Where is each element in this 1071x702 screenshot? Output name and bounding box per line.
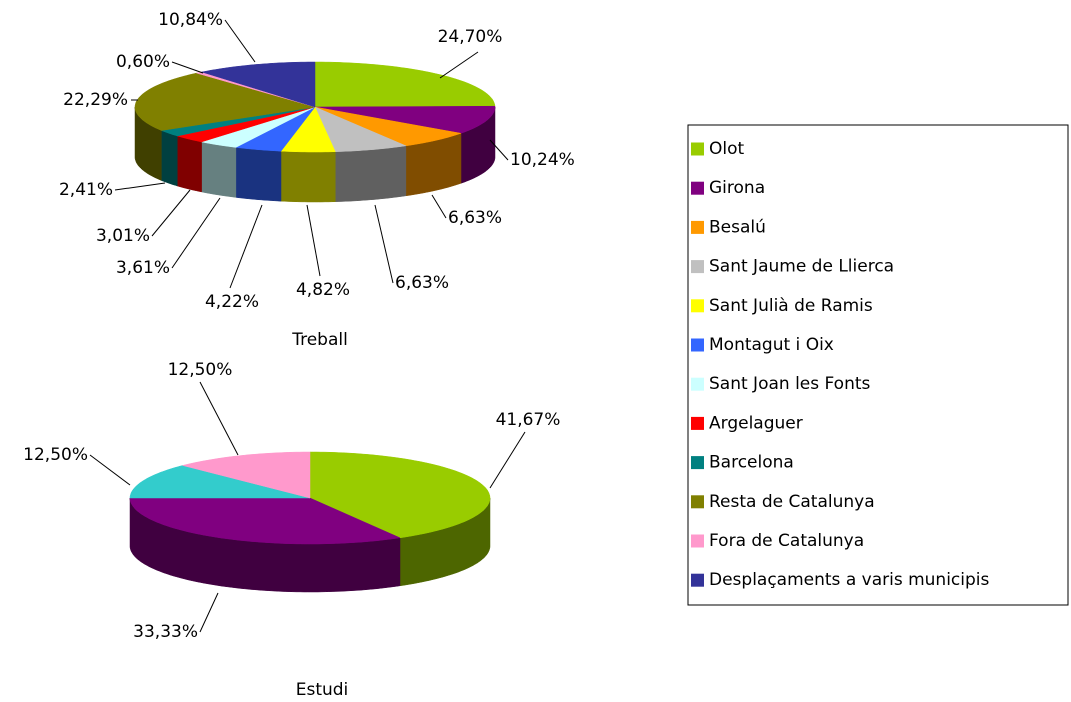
- data-label: 6,63%: [448, 208, 502, 228]
- slice: [129, 465, 311, 499]
- data-label: 6,63%: [395, 273, 449, 293]
- legend-swatch: [691, 495, 704, 509]
- legend-swatch: [691, 416, 704, 430]
- slice: [309, 451, 491, 539]
- legend-swatch: [691, 181, 704, 195]
- legend-label: Besalú: [709, 217, 766, 237]
- slice: [181, 451, 311, 499]
- slice: [235, 106, 316, 152]
- leader-line: [89, 454, 131, 486]
- chart-title: Estudi: [296, 680, 349, 700]
- slice: [129, 497, 401, 545]
- leader-line: [229, 204, 263, 289]
- data-label: 4,22%: [205, 292, 259, 312]
- data-label: 41,67%: [496, 410, 561, 430]
- slice: [160, 106, 316, 137]
- legend-label: Desplaçaments a varis municipis: [709, 570, 990, 590]
- slice: [314, 61, 496, 108]
- data-label: 24,70%: [438, 27, 503, 47]
- leader-line: [171, 61, 204, 74]
- slice: [200, 106, 316, 148]
- legend-swatch: [691, 573, 704, 587]
- leader-line: [439, 51, 479, 79]
- data-label: 4,82%: [296, 280, 350, 300]
- data-label: 10,84%: [158, 10, 223, 30]
- legend-swatch: [691, 534, 704, 548]
- slice-side: [161, 130, 178, 187]
- leader-line: [489, 139, 509, 161]
- legend-swatch: [691, 220, 704, 234]
- legend-label: Resta de Catalunya: [709, 492, 875, 512]
- legend-label: Girona: [709, 178, 765, 198]
- slice-side: [335, 145, 407, 202]
- leader-line: [374, 204, 394, 284]
- legend-label: Sant Joan les Fonts: [709, 374, 871, 394]
- leader-line: [171, 197, 221, 269]
- legend-swatch: [691, 377, 704, 391]
- data-label: 12,50%: [23, 445, 88, 465]
- data-label: 12,50%: [168, 360, 233, 380]
- legend-label: Fora de Catalunya: [709, 531, 864, 551]
- leader-line: [151, 189, 191, 237]
- slice: [314, 106, 462, 147]
- leader-line: [306, 204, 321, 277]
- data-label: 33,33%: [133, 622, 198, 642]
- leader-line: [224, 19, 256, 63]
- data-label: 3,01%: [96, 226, 150, 246]
- legend-swatch: [691, 260, 704, 274]
- leader-line: [431, 194, 447, 219]
- legend-swatch: [691, 338, 704, 352]
- legend-swatch: [691, 456, 704, 470]
- leader-line: [199, 381, 239, 456]
- slice: [314, 106, 407, 152]
- slice-side: [201, 141, 237, 198]
- slice: [314, 105, 496, 134]
- data-label: 22,29%: [63, 90, 128, 110]
- legend-label: Barcelona: [709, 453, 794, 473]
- chart-title: Treball: [291, 330, 348, 350]
- legend-label: Montagut i Oix: [709, 335, 834, 355]
- data-label: 0,60%: [116, 52, 170, 72]
- slice-side: [235, 147, 282, 202]
- slice-side: [280, 150, 336, 203]
- slice: [201, 61, 316, 108]
- slice-side: [177, 135, 202, 193]
- legend-swatch: [691, 142, 704, 156]
- legend-label: Sant Jaume de Llierca: [709, 257, 894, 277]
- data-label: 2,41%: [59, 180, 113, 200]
- legend-label: Sant Julià de Ramis: [709, 296, 873, 316]
- data-label: 10,24%: [510, 150, 575, 170]
- legend-label: Argelaguer: [709, 413, 803, 433]
- slice: [177, 106, 316, 143]
- leader-line: [489, 431, 526, 489]
- data-label: 3,61%: [116, 258, 170, 278]
- legend-swatch: [691, 299, 704, 313]
- slice: [280, 106, 336, 153]
- leader-line: [199, 592, 219, 633]
- legend-label: Olot: [709, 139, 745, 159]
- legend-box: [687, 124, 1069, 606]
- leader-line: [114, 182, 166, 191]
